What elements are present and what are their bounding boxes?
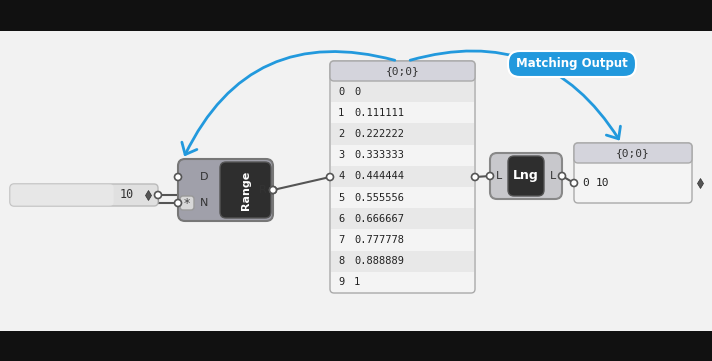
FancyBboxPatch shape <box>330 61 475 293</box>
Circle shape <box>570 179 577 187</box>
Text: 0: 0 <box>582 178 589 188</box>
Text: 0: 0 <box>354 87 360 97</box>
Text: 0.666667: 0.666667 <box>354 214 404 224</box>
Text: {0;0}: {0;0} <box>386 66 419 76</box>
Circle shape <box>174 200 182 206</box>
FancyBboxPatch shape <box>331 123 474 145</box>
FancyBboxPatch shape <box>180 196 194 210</box>
FancyBboxPatch shape <box>178 159 273 221</box>
Text: 10: 10 <box>596 178 609 188</box>
Text: Range: Range <box>241 170 251 210</box>
Text: 5: 5 <box>338 193 344 203</box>
Text: L: L <box>496 171 502 181</box>
Text: D: D <box>200 172 208 182</box>
Circle shape <box>270 187 276 193</box>
Text: 0.777778: 0.777778 <box>354 235 404 245</box>
Text: 4: 4 <box>338 171 344 181</box>
Text: 0.333333: 0.333333 <box>354 150 404 160</box>
Circle shape <box>486 173 493 179</box>
Text: 0.222222: 0.222222 <box>354 129 404 139</box>
Text: 8: 8 <box>338 256 344 266</box>
Circle shape <box>155 191 162 199</box>
Text: Matching Output: Matching Output <box>516 57 628 70</box>
FancyBboxPatch shape <box>331 208 474 229</box>
Text: R: R <box>259 185 267 195</box>
Text: 1: 1 <box>354 277 360 287</box>
FancyBboxPatch shape <box>331 251 474 272</box>
FancyBboxPatch shape <box>10 184 114 206</box>
FancyBboxPatch shape <box>0 0 712 31</box>
Text: 6: 6 <box>338 214 344 224</box>
Text: Lng: Lng <box>513 170 539 183</box>
Text: 0.444444: 0.444444 <box>354 171 404 181</box>
FancyBboxPatch shape <box>331 81 474 102</box>
Circle shape <box>270 187 276 193</box>
FancyBboxPatch shape <box>331 166 474 187</box>
Text: *: * <box>184 196 190 209</box>
Circle shape <box>327 174 333 180</box>
FancyArrowPatch shape <box>410 51 620 139</box>
Circle shape <box>558 173 565 179</box>
FancyBboxPatch shape <box>0 331 712 361</box>
Text: 2: 2 <box>338 129 344 139</box>
Text: 10: 10 <box>120 188 134 201</box>
FancyBboxPatch shape <box>574 143 692 163</box>
Text: 9: 9 <box>338 277 344 287</box>
Text: N: N <box>200 198 208 208</box>
Text: 0.888889: 0.888889 <box>354 256 404 266</box>
Text: 7: 7 <box>338 235 344 245</box>
FancyBboxPatch shape <box>220 162 271 218</box>
FancyBboxPatch shape <box>10 184 158 206</box>
Text: 1: 1 <box>338 108 344 118</box>
Text: 0.555556: 0.555556 <box>354 193 404 203</box>
Text: 0: 0 <box>338 87 344 97</box>
Text: 3: 3 <box>338 150 344 160</box>
FancyBboxPatch shape <box>508 51 636 77</box>
FancyBboxPatch shape <box>330 61 475 81</box>
Text: L: L <box>550 171 556 181</box>
Text: 0.111111: 0.111111 <box>354 108 404 118</box>
FancyBboxPatch shape <box>508 156 544 196</box>
FancyBboxPatch shape <box>574 143 692 203</box>
Text: {0;0}: {0;0} <box>616 148 650 158</box>
Circle shape <box>471 174 478 180</box>
Circle shape <box>174 174 182 180</box>
FancyArrowPatch shape <box>182 52 395 155</box>
FancyBboxPatch shape <box>490 153 562 199</box>
